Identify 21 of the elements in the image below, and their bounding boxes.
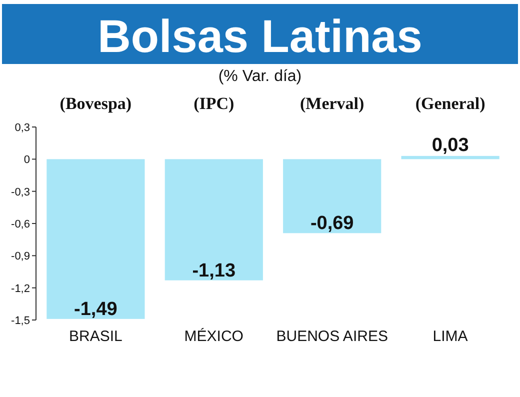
y-tick-label: -0,6 (11, 218, 30, 230)
text: (General) (415, 94, 486, 113)
text: (Merval) (300, 94, 364, 113)
chart-title: Bolsas Latinas (98, 10, 422, 62)
y-tick-label: -0,3 (11, 186, 30, 198)
y-tick-label: -0,9 (11, 250, 30, 263)
data-label: -0,69 (310, 213, 354, 234)
y-tick-label: -1,5 (11, 315, 30, 327)
y-tick-label: 0 (24, 154, 30, 166)
y-tick-label: -1,2 (11, 282, 30, 295)
x-tick-label: LIMA (432, 328, 468, 345)
chart-subtitle: (% Var. día) (218, 68, 302, 85)
text: (Bovespa) (60, 94, 132, 113)
data-label: -1,49 (74, 298, 118, 320)
data-label: -1,13 (192, 260, 236, 282)
x-tick-label: BUENOS AIRES (276, 328, 388, 345)
text: (IPC) (194, 94, 234, 113)
x-tick-label: MÉXICO (184, 327, 244, 345)
x-tick-label: BRASIL (69, 328, 122, 345)
y-tick-label: 0,3 (14, 122, 30, 134)
data-label: 0,03 (432, 134, 469, 156)
